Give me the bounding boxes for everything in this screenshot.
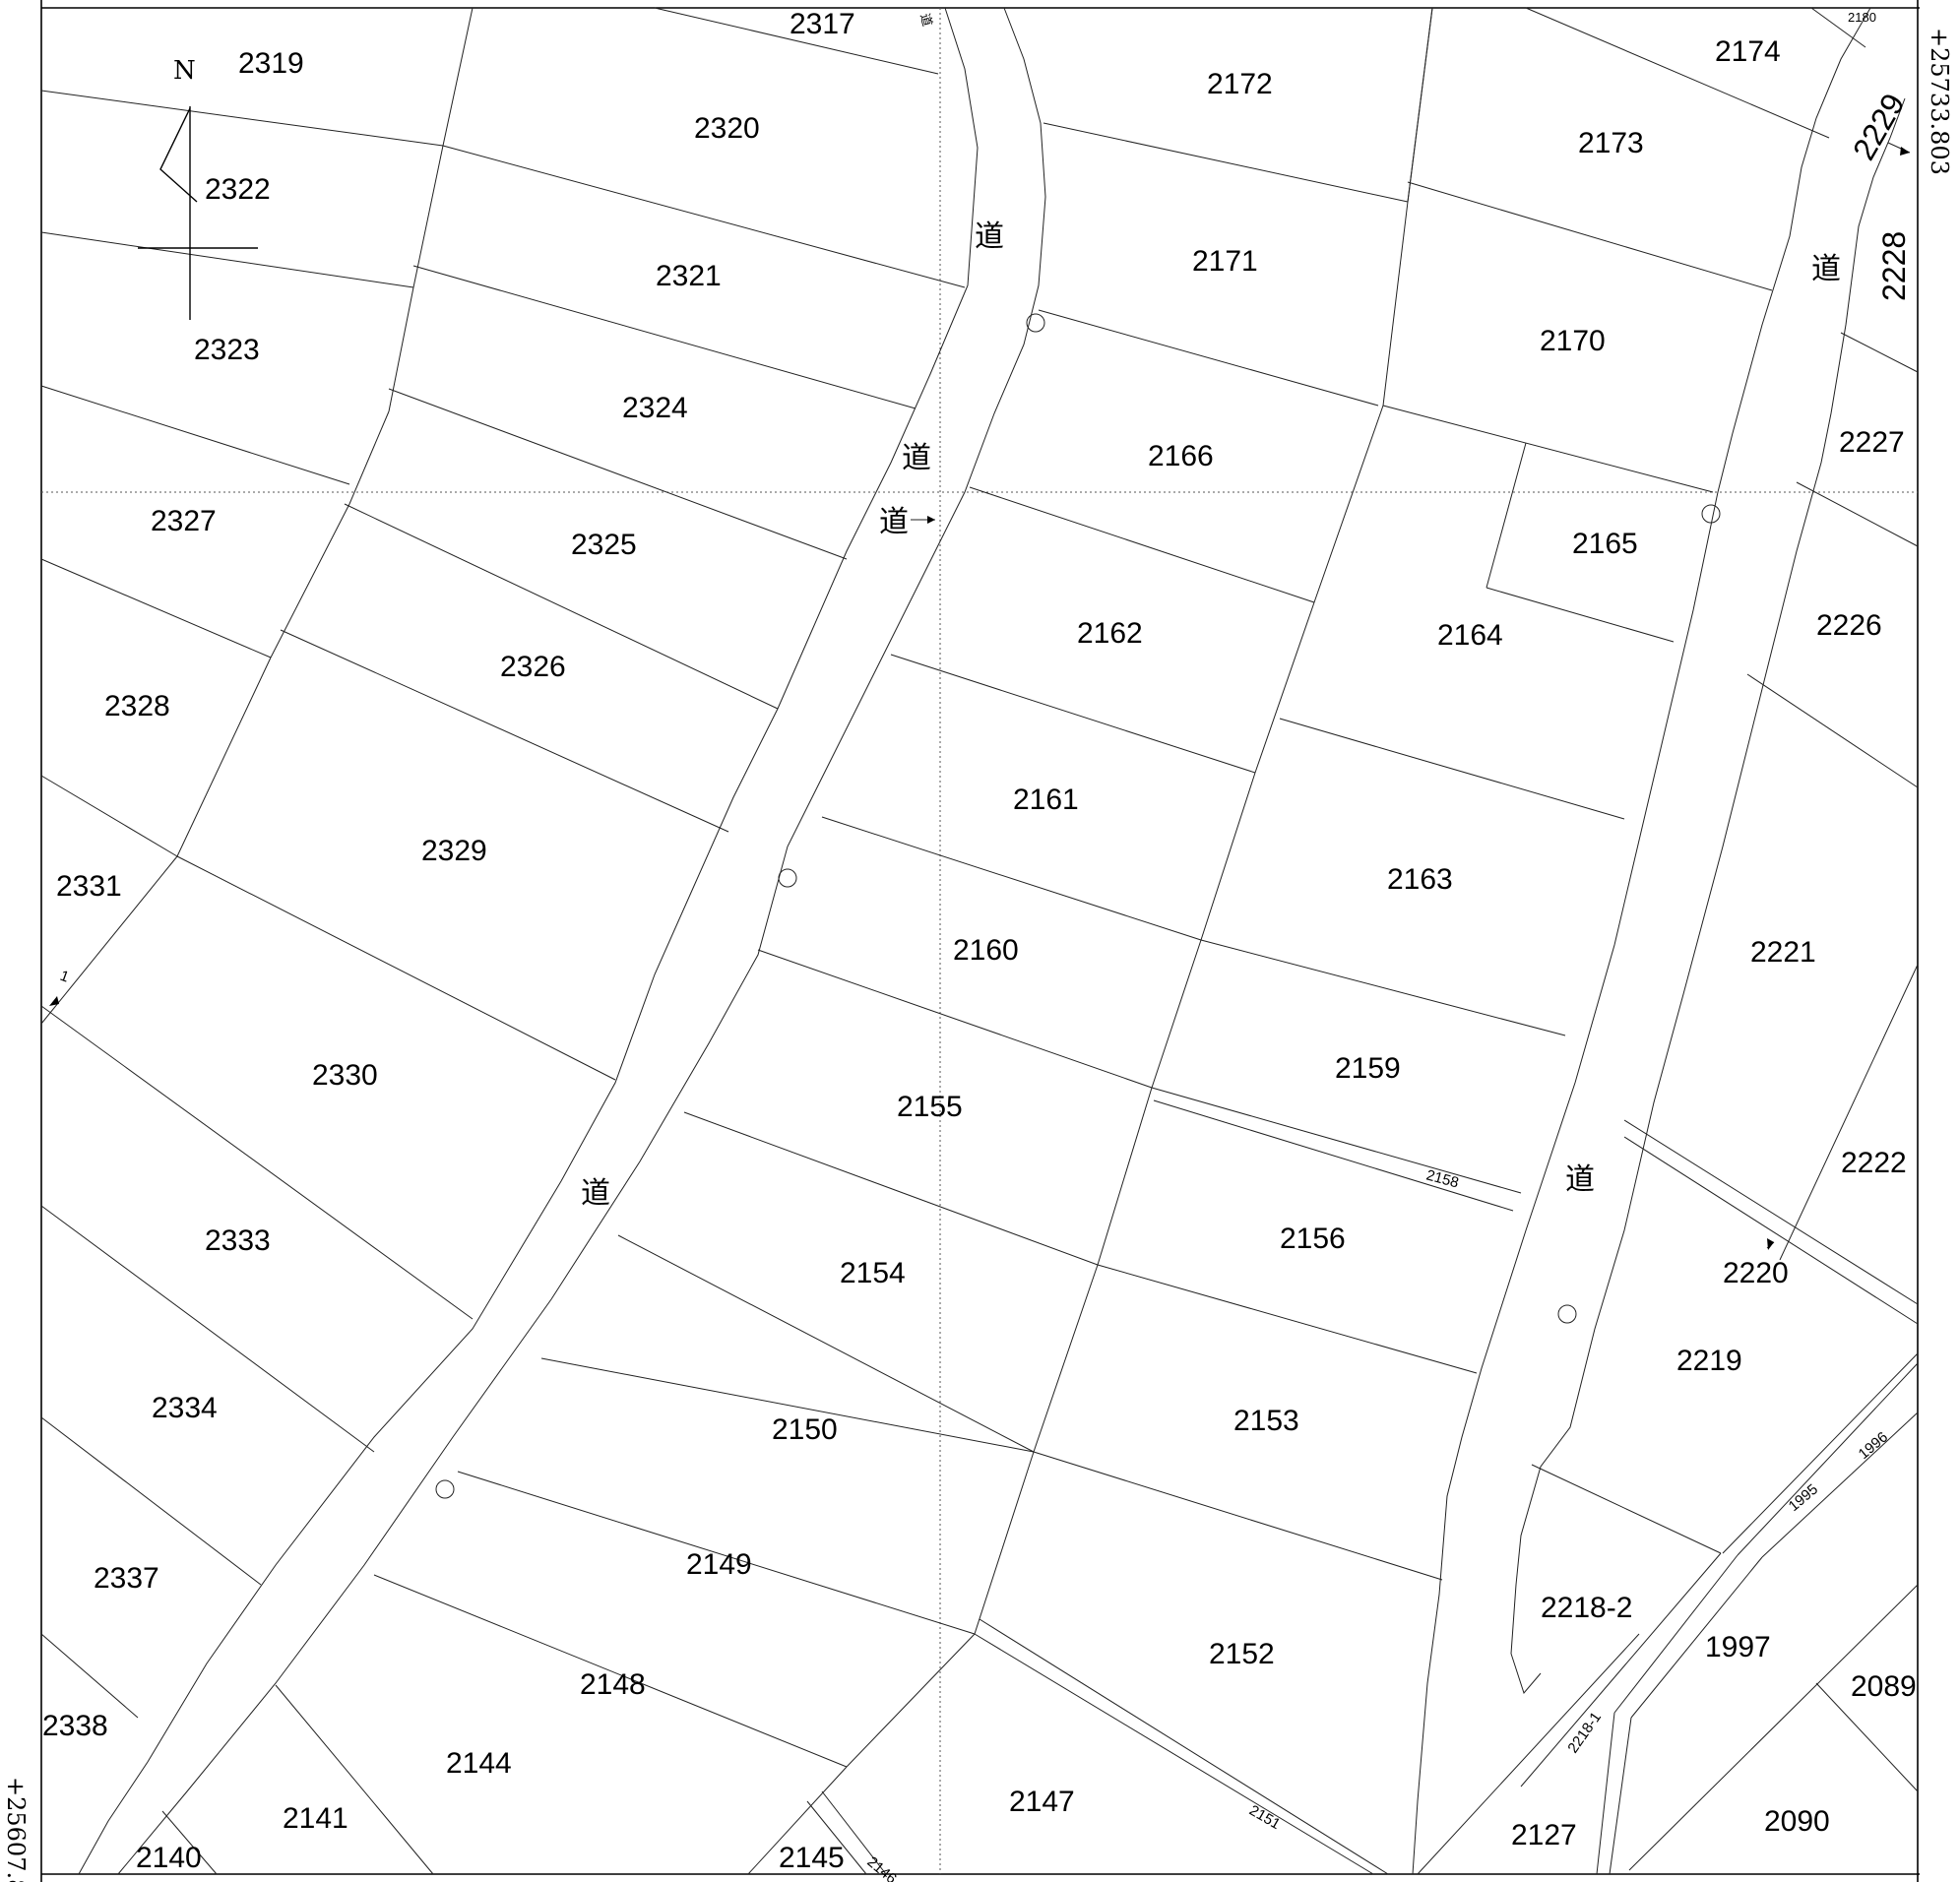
parcel-label: 2149 <box>686 1548 752 1581</box>
north-label: N <box>173 56 196 86</box>
parcel-label: 2150 <box>772 1413 838 1446</box>
parcel-label: 2220 <box>1723 1257 1789 1289</box>
parcel-label: 2164 <box>1437 619 1503 652</box>
map-frame <box>40 0 1920 1882</box>
parcel-label: 2166 <box>1148 440 1214 472</box>
road-main-diagonal <box>78 7 1046 1875</box>
small-parcel-label: 2218-1 <box>1564 1709 1605 1756</box>
parcel-label: 2320 <box>694 112 760 145</box>
parcel-label: 2159 <box>1335 1052 1401 1085</box>
road-right-vertical <box>1412 7 1906 1875</box>
parcel-label: 2333 <box>205 1224 271 1257</box>
parcel-label: 2221 <box>1750 936 1816 969</box>
road-label: 道 <box>1811 252 1841 286</box>
parcel-label: 2322 <box>205 173 271 206</box>
parcel-label: 2331 <box>56 870 122 903</box>
parcel-label: 2148 <box>580 1668 646 1701</box>
road-label: 道 <box>581 1176 610 1211</box>
parcel-label: 2330 <box>312 1059 378 1092</box>
parcel-label: 2089 <box>1851 1670 1917 1703</box>
road-label: 道 <box>902 441 931 475</box>
parcel-label: 2153 <box>1233 1405 1299 1437</box>
parcel-label: 2325 <box>571 529 637 561</box>
road-label-small: 道 <box>917 12 935 28</box>
parcel-label: 2144 <box>446 1747 512 1780</box>
road-labels: 道 道 道 道 道 道 道 <box>581 12 1841 1211</box>
road-label: 道 <box>1565 1162 1595 1197</box>
road-label: 道 <box>975 220 1004 254</box>
grid-lines <box>41 8 1918 1874</box>
parcel-label: 2161 <box>1013 784 1079 816</box>
parcel-label: 2338 <box>42 1710 108 1742</box>
pointer-arrows <box>49 142 1911 1250</box>
parcel-label: 2156 <box>1280 1223 1346 1255</box>
parcel-boundaries-left <box>40 7 1433 1875</box>
parcel-label: 2227 <box>1839 426 1905 459</box>
parcel-label: 2170 <box>1540 325 1606 357</box>
small-parcel-label: 2151 <box>1246 1802 1283 1833</box>
survey-markers <box>435 313 1721 1499</box>
parcel-label: 2317 <box>790 8 855 40</box>
parcel-label: 2165 <box>1572 528 1638 560</box>
parcel-label: 2226 <box>1816 609 1882 642</box>
parcel-label: 2328 <box>104 690 170 722</box>
coordinate-top-right: +25733.803 <box>1926 28 1953 175</box>
parcel-label: 2147 <box>1009 1786 1075 1818</box>
parcel-label: 2327 <box>151 505 217 537</box>
north-arrow: N <box>138 56 258 320</box>
parcel-label: 2337 <box>94 1562 159 1595</box>
small-parcel-label: 2146 <box>863 1853 899 1882</box>
parcel-label: 2174 <box>1715 35 1781 68</box>
parcel-label: 2324 <box>622 392 688 424</box>
coordinate-bottom-left: +25607.803 <box>2 1777 30 1882</box>
parcel-label: 2319 <box>238 47 304 80</box>
parcel-label: 2321 <box>656 260 722 292</box>
small-parcel-label: 1996 <box>1856 1429 1891 1463</box>
parcel-label: 2160 <box>953 934 1019 967</box>
parcel-label: 2171 <box>1192 245 1258 278</box>
parcel-label: 2152 <box>1209 1638 1275 1670</box>
parcel-label: 2329 <box>421 835 487 867</box>
parcel-label: 2145 <box>779 1842 845 1874</box>
small-parcel-label: 2158 <box>1424 1166 1461 1191</box>
road-label: 道 <box>879 505 909 539</box>
parcel-label: 2219 <box>1676 1345 1742 1377</box>
parcel-label: 2228 <box>1876 231 1912 301</box>
parcel-label: 2127 <box>1511 1819 1577 1851</box>
parcel-label: 2162 <box>1077 617 1143 650</box>
parcel-label: 2172 <box>1207 68 1273 100</box>
parcel-label: 2222 <box>1841 1147 1907 1179</box>
parcel-label: 2154 <box>840 1257 906 1289</box>
parcel-labels: 2319 2320 2317 2322 2321 2323 2324 2327 … <box>42 8 1917 1874</box>
parcel-boundaries-right <box>974 7 1919 1875</box>
parcel-label: 2090 <box>1764 1805 1830 1838</box>
parcel-label: 2141 <box>283 1802 348 1835</box>
parcel-label: 2155 <box>897 1091 963 1123</box>
parcel-label: 2163 <box>1387 863 1453 896</box>
parcel-label: 2173 <box>1578 127 1644 159</box>
small-parcel-label: 2180 <box>1848 10 1876 25</box>
parcel-label: 2140 <box>136 1842 202 1874</box>
small-parcel-label: 1995 <box>1786 1481 1821 1515</box>
parcel-label: 2334 <box>152 1392 218 1424</box>
parcel-label: 1997 <box>1705 1631 1771 1663</box>
parcel-label: 2323 <box>194 334 260 366</box>
parcel-label: 2326 <box>500 651 566 683</box>
misc-mark: 1 <box>58 968 72 986</box>
parcel-label: 2218-2 <box>1541 1592 1632 1624</box>
